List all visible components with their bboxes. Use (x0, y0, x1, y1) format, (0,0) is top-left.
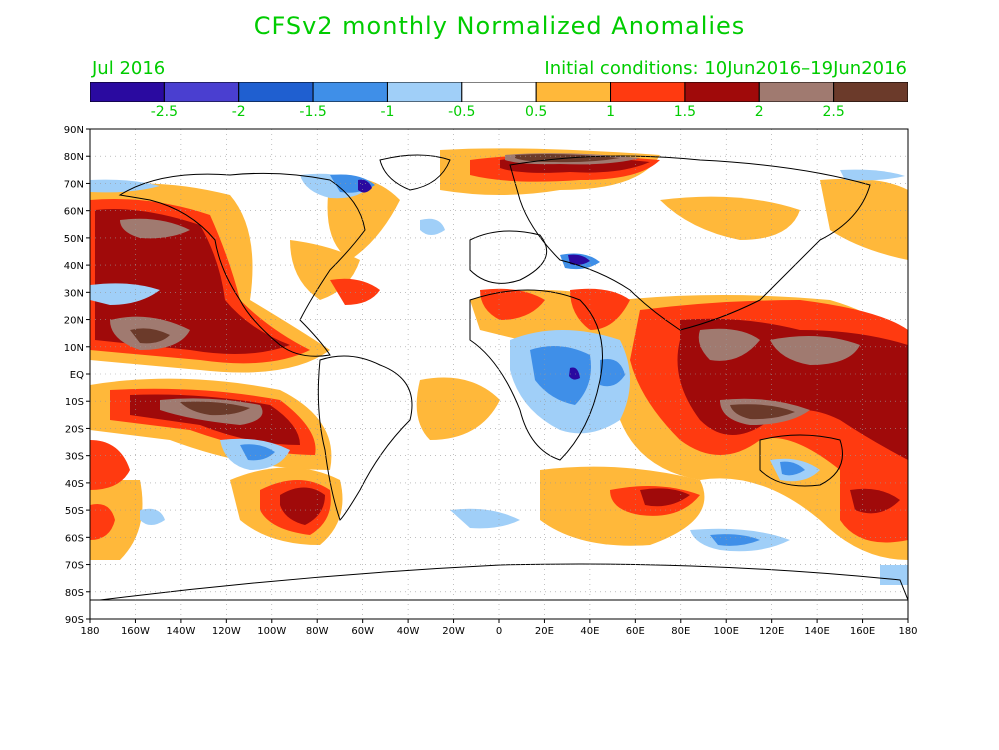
lon-label: 20E (535, 626, 554, 637)
lat-label: 70S (65, 561, 84, 572)
lat-label: 50N (64, 234, 84, 245)
lat-label: 30N (64, 288, 84, 299)
lat-label: 60N (64, 207, 84, 218)
lon-label: 80W (306, 626, 329, 637)
lon-label: 60W (351, 626, 374, 637)
colorbar-tick-label: 1 (606, 104, 615, 120)
colorbar-tick-label: -1.5 (299, 104, 327, 120)
lat-label: 20S (65, 424, 84, 435)
colorbar-tick-label: -1 (380, 104, 395, 120)
lat-label: 90N (64, 125, 84, 136)
lat-label: 50S (65, 506, 84, 517)
lon-label: 20W (442, 626, 465, 637)
lon-label: 40W (397, 626, 420, 637)
colorbar-tick-label: -0.5 (448, 104, 476, 120)
lon-label: 180 (80, 626, 99, 637)
lon-label: 0 (496, 626, 502, 637)
forecast-month: Jul 2016 (92, 58, 166, 79)
lat-label: 70N (64, 179, 84, 190)
colorbar-tick-label: 0.5 (525, 104, 548, 120)
colorbar (90, 82, 908, 102)
lat-label: 80S (65, 588, 84, 599)
lon-label: 140E (804, 626, 829, 637)
lat-label: 60S (65, 533, 84, 544)
lon-label: 120W (212, 626, 241, 637)
colorbar-tick-label: -2 (231, 104, 246, 120)
colorbar-tick-label: 2 (754, 104, 764, 120)
lat-label: 20N (64, 316, 84, 327)
colorbar-tick-label: 1.5 (673, 104, 697, 120)
colorbar-tick-label: -2.5 (150, 104, 179, 120)
lon-label: 140W (166, 626, 195, 637)
lon-label: 180 (898, 626, 917, 637)
lat-label: 40N (64, 261, 84, 272)
lat-label: 80N (64, 152, 84, 163)
lon-label: 60E (626, 626, 645, 637)
chart-title: CFSv2 monthly Normalized Anomalies (253, 12, 746, 40)
coastlines (90, 154, 908, 601)
lon-label: 120E (759, 626, 784, 637)
anomaly-darkblue (358, 179, 590, 380)
lat-label: 10S (65, 397, 84, 408)
lon-label: 160W (121, 626, 150, 637)
lon-label: 80E (671, 626, 690, 637)
lat-label: EQ (70, 370, 84, 381)
latitude-labels: 90N 80N 70N 60N 50N 40N 30N 20N 10N EQ 10S 20S 30S 40… (64, 125, 90, 626)
initial-conditions: Initial conditions: 10Jun2016–19Jun2016 (544, 58, 907, 79)
lat-label: 30S (65, 452, 84, 463)
lon-label: 100E (714, 626, 739, 637)
anomaly-shading (90, 148, 908, 585)
colorbar-tick-label: 2.5 (822, 104, 845, 120)
lat-label: 40S (65, 479, 84, 490)
lat-label: 10N (64, 343, 84, 354)
longitude-labels: 180 160W 140W 120W 100W 80W 60W 40W 20W 0 20E 40E 60… (80, 619, 918, 637)
lon-label: 160E (850, 626, 875, 637)
lon-label: 100W (257, 626, 286, 637)
lat-label: 90S (65, 615, 84, 626)
graticule (90, 129, 908, 619)
lon-label: 40E (580, 626, 599, 637)
